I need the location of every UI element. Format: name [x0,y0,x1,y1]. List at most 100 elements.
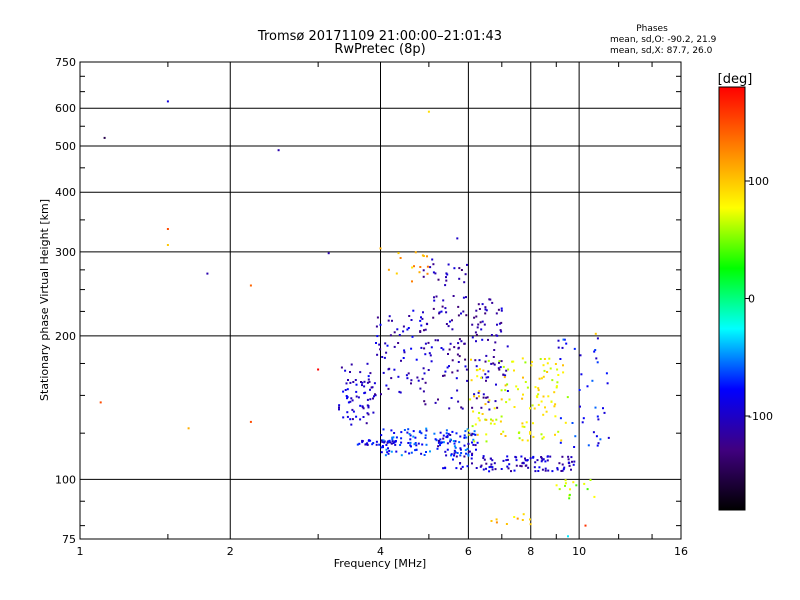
data-point [542,364,545,367]
data-point [380,439,383,442]
data-point [460,340,463,343]
data-point [350,397,353,400]
data-point [404,450,407,453]
data-point [376,353,379,356]
data-point [518,437,521,440]
data-point [413,443,416,446]
data-point [484,312,487,315]
data-point [537,387,540,390]
data-point [400,454,403,457]
data-point [556,468,559,471]
data-point [495,383,497,386]
data-point [380,434,383,437]
data-point [485,396,488,399]
data-point [349,418,352,421]
data-point [386,441,389,444]
data-point [366,381,369,384]
data-point [466,428,469,431]
data-point [593,495,596,498]
x-tick-label: 16 [674,545,688,558]
data-point [382,428,385,431]
data-point [399,444,402,446]
data-point [399,391,402,394]
data-point [502,430,505,433]
data-point [521,519,524,521]
data-point [541,468,544,471]
data-point [461,465,464,468]
data-point [562,371,565,374]
data-point [506,455,509,458]
data-point [447,353,449,355]
data-point [596,361,599,364]
data-point [503,376,506,379]
data-point [521,425,524,428]
data-point [400,431,403,434]
x-tick-label: 8 [527,545,534,558]
data-point [525,421,528,424]
data-point [458,277,461,280]
data-point [444,370,447,373]
data-point [367,378,370,381]
data-point [379,348,382,351]
data-point [586,385,589,388]
data-point [362,416,365,418]
data-point [537,393,540,396]
data-point [485,354,488,357]
data-point [500,433,503,435]
data-point [491,466,494,469]
data-point [506,390,509,392]
data-point [494,468,497,471]
data-point [444,307,447,310]
data-point [369,372,372,375]
data-point [422,269,425,272]
data-point [449,434,452,436]
data-point [430,346,433,349]
data-point [446,366,449,369]
data-point [403,349,406,352]
data-point [534,461,537,464]
data-point [467,429,470,432]
data-point [495,334,498,337]
data-point [402,330,405,333]
data-point [505,459,508,462]
data-point [493,422,496,425]
data-point [387,387,390,390]
data-point [431,258,434,261]
data-point [498,368,501,371]
data-point [474,423,477,426]
data-point [454,440,457,443]
data-point [367,413,370,416]
data-point [410,451,413,454]
data-point [556,467,559,470]
data-point [471,425,474,428]
data-point [421,317,424,320]
data-point [414,449,417,452]
data-point [420,432,423,435]
data-point [568,464,571,467]
data-point [544,469,547,472]
data-point [373,395,375,398]
data-point [602,407,604,410]
data-point [597,418,600,421]
data-point [393,331,396,334]
data-point [460,467,463,470]
data-point [568,497,571,500]
data-point [492,362,495,365]
data-point [475,333,478,336]
data-point [439,438,442,441]
data-point [382,371,385,374]
data-point [557,339,560,342]
data-point [357,396,360,399]
data-point [398,390,401,393]
data-point [380,393,382,396]
data-point [524,464,527,467]
data-point [445,435,448,438]
data-point [355,395,358,398]
data-point [463,444,466,447]
data-point [477,391,480,394]
data-point [442,441,445,444]
data-point [471,462,473,465]
data-point [376,335,379,338]
data-point [471,454,473,457]
y-tick-label: 750 [55,56,76,69]
